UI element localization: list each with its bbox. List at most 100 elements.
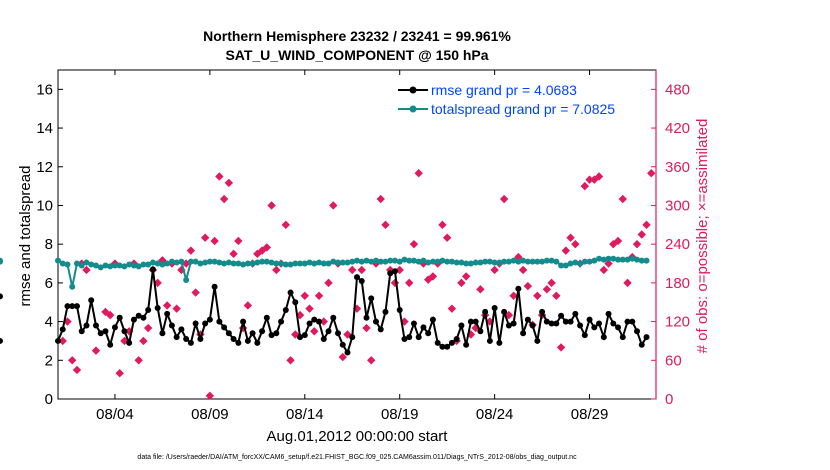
obs-point [68, 356, 77, 365]
rmse-point [149, 266, 156, 273]
rmse-point [562, 318, 569, 325]
totalspread-point [339, 259, 346, 266]
rmse-point [467, 318, 474, 325]
obs-point [243, 301, 253, 310]
rmse-point [349, 334, 356, 341]
totalspread-point [444, 258, 451, 265]
rmse-point [629, 318, 636, 325]
obs-point [319, 317, 328, 326]
totalspread-point [586, 258, 593, 265]
rmse-point [372, 318, 379, 325]
obs-point [172, 304, 181, 313]
rmse-point [211, 283, 218, 290]
obs-point [162, 301, 172, 310]
totalspread-point [140, 261, 147, 268]
totalspread-point [202, 259, 209, 266]
rmse-point [448, 339, 455, 346]
rmse-point [55, 337, 61, 344]
totalspread-point [354, 257, 360, 264]
obs-point [329, 201, 338, 210]
rmse-point [496, 339, 503, 346]
totalspread-point [420, 257, 427, 264]
totalspread-point [638, 257, 645, 264]
totalspread-point [301, 260, 308, 267]
rmse-point [230, 336, 237, 343]
obs-point [196, 330, 205, 339]
totalspread-point [600, 256, 607, 263]
rmse-point [382, 308, 389, 315]
obs-point [476, 285, 485, 294]
obs-point [115, 368, 124, 378]
rmse-point [491, 305, 498, 312]
totalspread-point [634, 256, 641, 263]
obs-point [632, 239, 642, 249]
rmse-point [434, 339, 441, 346]
totalspread-point [55, 257, 61, 264]
rmse-point [330, 314, 337, 321]
x-tick-label: 08/04 [96, 406, 134, 423]
totalspread-point [273, 260, 280, 267]
rmse-point [396, 306, 403, 313]
obs-point [72, 365, 82, 375]
rmse-point [278, 318, 285, 325]
totalspread-point [491, 259, 498, 266]
rmse-point [558, 312, 565, 319]
totalspread-point [643, 257, 650, 264]
y2-tick-label: 120 [665, 314, 690, 331]
totalspread-point [496, 259, 503, 266]
y2-axis-label: # of obs: o=possible; ×=assimilated [694, 119, 711, 354]
obs-point [623, 278, 632, 288]
rmse-point [596, 320, 603, 327]
obs-point [234, 236, 243, 246]
rmse-point [235, 339, 242, 346]
obs-point [191, 288, 200, 297]
rmse-point [306, 320, 313, 327]
rmse-point [600, 334, 607, 341]
rmse-point [515, 285, 522, 292]
obs-point [590, 175, 599, 184]
rmse-point [638, 341, 645, 348]
rmse-point [240, 318, 247, 325]
rmse-point [543, 318, 550, 325]
rmse-point [325, 328, 332, 335]
rmse-point [73, 303, 80, 310]
rmse-point [520, 330, 527, 337]
rmse-point [624, 318, 631, 325]
obs-point [324, 278, 333, 288]
totalspread-point [235, 260, 242, 267]
rmse-point [0, 293, 3, 300]
obs-point [447, 304, 457, 313]
totalspread-point [543, 257, 550, 264]
rmse-point [78, 328, 85, 335]
y2-tick-label: 180 [665, 275, 690, 292]
totalspread-point [387, 257, 394, 264]
totalspread-point [102, 262, 109, 269]
totalspread-point [83, 259, 90, 266]
rmse-point [135, 312, 142, 319]
totalspread-point [121, 263, 128, 270]
totalspread-point [410, 257, 417, 264]
obs-point [281, 220, 291, 230]
obs-point [310, 327, 319, 336]
totalspread-point [472, 259, 479, 266]
y-tick-label: 10 [36, 197, 53, 214]
legend-rmse-label: rmse grand pr = 4.0683 [431, 82, 577, 98]
totalspread-point [73, 260, 80, 267]
totalspread-point [605, 255, 612, 262]
rmse-point [0, 337, 3, 344]
obs-point [362, 323, 371, 333]
totalspread-point [467, 260, 474, 267]
totalspread-point [629, 255, 636, 262]
obs-point [523, 281, 533, 291]
rmse-point [263, 314, 270, 321]
x-tick-label: 08/24 [476, 406, 514, 423]
rmse-point [368, 295, 375, 302]
obs-point [542, 285, 552, 294]
totalspread-point [558, 262, 565, 269]
rmse-point [406, 334, 413, 341]
totalspread-point [624, 256, 631, 263]
totalspread-point [221, 260, 228, 267]
rmse-point [130, 316, 137, 323]
rmse-point [453, 336, 460, 343]
